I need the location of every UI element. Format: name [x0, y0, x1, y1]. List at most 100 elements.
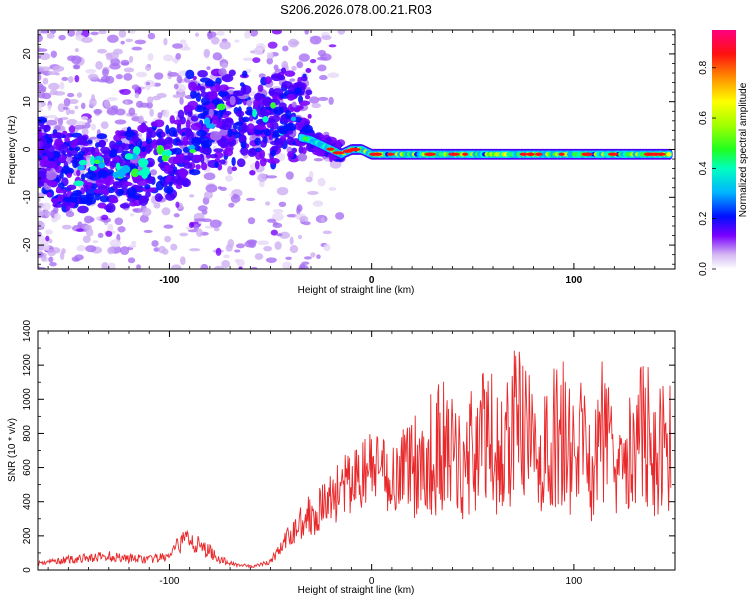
spectrogram-noise-blob — [107, 34, 119, 43]
spectrogram-noise-blob — [217, 186, 222, 190]
spectrogram-noise-blob — [80, 102, 86, 110]
spectrogram-noise-blob — [106, 97, 118, 102]
spectrogram-noise-blob — [123, 73, 133, 81]
spectrogram-noise-blob — [38, 48, 48, 52]
spectrogram-noise-blob — [117, 226, 126, 233]
spectrogram-signal-blob — [272, 106, 284, 116]
spectrogram-signal-blob — [84, 171, 97, 180]
spectrogram-hotspot — [94, 159, 101, 165]
spectrogram-noise-blob — [104, 99, 110, 108]
spectrogram-signal-blob — [52, 132, 63, 138]
spectrogram-noise-blob — [67, 76, 74, 83]
spectrogram-signal-blob — [129, 200, 137, 207]
spectrogram-signal-blob — [209, 153, 218, 159]
spectrogram-noise-blob — [129, 213, 135, 217]
spectrogram-noise-blob — [157, 112, 163, 119]
spectrogram-noise-blob — [317, 49, 327, 57]
spectrogram-signal-blob — [44, 144, 55, 155]
spectrogram-noise-blob — [48, 238, 53, 244]
spectrogram-hotspot — [78, 159, 88, 166]
spectrogram-noise-blob — [39, 52, 51, 61]
spectrogram-noise-blob — [136, 264, 141, 269]
spectrogram-noise-blob — [172, 94, 180, 98]
spectrogram-signal-blob — [236, 158, 246, 168]
spectrogram-signal-blob — [72, 159, 78, 169]
spectrogram-hotspot — [112, 171, 120, 179]
spectrogram-noise-blob — [106, 107, 118, 116]
spectrogram-signal-blob — [191, 136, 202, 146]
spectrogram-noise-blob — [143, 229, 153, 233]
ridge-peak — [527, 152, 535, 156]
spectrogram-signal-blob — [288, 84, 295, 93]
spectrogram-signal-blob — [293, 107, 301, 113]
spectrogram-signal-blob — [229, 95, 236, 106]
spectrogram-signal-blob — [200, 162, 208, 171]
spectrogram-noise-blob — [302, 221, 311, 226]
spectrogram-signal-blob — [61, 165, 71, 174]
spectrogram-noise-blob — [141, 207, 152, 217]
spectrogram-hotspot — [73, 180, 84, 187]
ridge-peak — [519, 152, 527, 156]
spectrogram-noise-blob — [80, 116, 89, 121]
spectrogram-signal-blob — [200, 86, 206, 93]
spectrogram-noise-blob — [323, 244, 331, 252]
spectrogram-signal-blob — [302, 146, 307, 155]
spectrogram-signal-blob — [217, 137, 230, 148]
spectrogram-signal-blob — [247, 148, 257, 158]
spectrogram-noise-blob — [236, 259, 245, 268]
ridge-peak — [349, 147, 361, 152]
spectrogram-signal-blob — [219, 84, 229, 92]
spectrogram-signal-blob — [286, 137, 295, 145]
spectrogram-noise-blob — [47, 114, 58, 119]
spectrogram-noise-blob — [322, 230, 332, 235]
spectrogram-noise-blob — [289, 245, 299, 254]
spectrogram-noise-blob — [47, 104, 52, 111]
spectrogram-noise-blob — [57, 117, 64, 126]
spectrogram-signal-blob — [222, 148, 234, 157]
spectrogram-noise-blob — [38, 33, 43, 43]
spectrogram-signal-blob — [59, 172, 64, 179]
spectrogram-noise-blob — [107, 246, 115, 255]
spectrogram-noise-blob — [203, 191, 213, 200]
spectrogram-signal-blob — [127, 193, 135, 199]
ridge-peak — [583, 152, 593, 156]
spectrogram-signal-blob — [218, 159, 226, 165]
spectrogram-signal-blob — [165, 124, 170, 135]
spectrogram-signal-blob — [214, 161, 219, 169]
spectrogram-signal-blob — [113, 134, 122, 142]
spectrogram-signal-blob — [112, 181, 123, 189]
spectrogram-noise-blob — [210, 36, 220, 45]
spectrogram-noise-blob — [41, 92, 52, 100]
spectrogram-noise-blob — [163, 54, 174, 62]
spectrogram-noise-blob — [61, 248, 66, 255]
spectrogram-signal-blob — [96, 133, 108, 140]
spectrogram-signal-blob — [170, 163, 176, 169]
colorbar-tick-label: 0.2 — [698, 211, 709, 225]
spectrogram-hotspot — [98, 161, 106, 169]
spectrogram-signal-blob — [70, 140, 77, 149]
spectrogram-noise-blob — [73, 64, 80, 70]
spectrogram-noise-blob — [282, 261, 293, 269]
spectrogram-noise-blob — [207, 30, 213, 40]
spectrogram-signal-blob — [78, 194, 89, 205]
spectrogram-noise-blob — [258, 180, 265, 188]
spectrogram-signal-blob — [175, 141, 185, 146]
snr-x-ticks: -100 0 100 — [47, 331, 676, 587]
ridge-peak — [326, 147, 335, 151]
y-tick-label: 1400 — [22, 319, 33, 342]
spectrogram-noise-blob — [162, 109, 170, 118]
spectrogram-noise-blob — [189, 248, 201, 252]
spectrogram-noise-blob — [197, 205, 208, 212]
spectrogram-signal-blob — [147, 187, 157, 193]
spectrogram-signal-blob — [259, 157, 267, 167]
spectrogram-noise-blob — [100, 75, 111, 83]
spectrogram-heat — [38, 30, 673, 269]
spectrogram-noise-blob — [124, 100, 129, 105]
spectrogram-noise-blob — [105, 230, 113, 237]
spectrogram-noise-blob — [246, 197, 256, 201]
spectrogram-signal-blob — [210, 84, 221, 93]
spectrogram-noise-blob — [115, 73, 123, 80]
spectrogram-noise-blob — [203, 172, 216, 181]
spectrogram-noise-blob — [90, 123, 97, 131]
spectrogram-signal-blob — [298, 100, 311, 106]
